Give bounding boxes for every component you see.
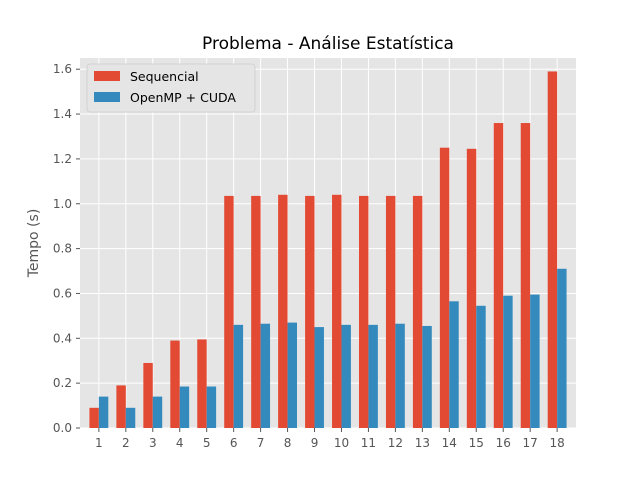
y-tick-label: 0.6 bbox=[53, 286, 72, 300]
y-tick-label: 1.0 bbox=[53, 197, 72, 211]
x-tick-label: 7 bbox=[257, 436, 265, 450]
bar-openmp-cuda-7 bbox=[260, 323, 271, 428]
bar-sequencial-1 bbox=[89, 407, 99, 428]
bar-openmp-cuda-8 bbox=[287, 322, 297, 428]
bar-sequencial-15 bbox=[466, 148, 477, 428]
bar-openmp-cuda-3 bbox=[152, 396, 163, 428]
x-tick-label: 14 bbox=[442, 436, 457, 450]
bar-sequencial-2 bbox=[116, 385, 126, 428]
legend: Sequencial OpenMP + CUDA bbox=[86, 63, 256, 113]
x-tick-label: 6 bbox=[230, 436, 238, 450]
x-tick-label: 3 bbox=[149, 436, 157, 450]
x-tick-label: 5 bbox=[203, 436, 211, 450]
bar-sequencial-18 bbox=[547, 71, 558, 429]
y-tick-label: 1.6 bbox=[53, 62, 72, 76]
bar-openmp-cuda-9 bbox=[314, 327, 324, 428]
x-tick-label: 13 bbox=[415, 436, 430, 450]
y-tick-label: 1.4 bbox=[53, 107, 72, 121]
bar-openmp-cuda-11 bbox=[368, 324, 378, 428]
x-tick-label: 11 bbox=[361, 436, 376, 450]
y-axis-label: Tempo (s) bbox=[26, 209, 42, 279]
bar-openmp-cuda-15 bbox=[476, 305, 486, 428]
chart-title: Problema - Análise Estatística bbox=[202, 34, 454, 54]
y-axis-ticks: 0.0 0.2 0.4 0.6 0.8 1.0 1.2 1.4 1.6 bbox=[53, 62, 80, 435]
x-tick-label: 2 bbox=[122, 436, 130, 450]
bar-sequencial-16 bbox=[493, 123, 504, 428]
bar-sequencial-12 bbox=[385, 195, 396, 428]
x-axis-ticks: 1 2 3 4 5 6 7 8 9 10 11 12 13 14 15 16 17 18 bbox=[95, 428, 565, 450]
bar-sequencial-8 bbox=[278, 194, 288, 428]
y-tick-label: 0.0 bbox=[53, 421, 72, 435]
bar-openmp-cuda-13 bbox=[422, 325, 432, 428]
y-tick-label: 0.8 bbox=[53, 242, 72, 256]
bar-openmp-cuda-14 bbox=[449, 301, 459, 428]
x-tick-label: 8 bbox=[284, 436, 292, 450]
x-tick-label: 16 bbox=[496, 436, 511, 450]
legend-swatch bbox=[94, 71, 120, 81]
bar-sequencial-11 bbox=[359, 195, 369, 428]
bar-sequencial-9 bbox=[305, 195, 315, 428]
bar-openmp-cuda-12 bbox=[395, 323, 405, 428]
legend-box bbox=[86, 63, 256, 113]
bar-sequencial-4 bbox=[170, 340, 180, 428]
x-tick-label: 18 bbox=[549, 436, 564, 450]
x-tick-label: 9 bbox=[311, 436, 319, 450]
bars-group bbox=[89, 71, 567, 429]
x-tick-label: 10 bbox=[334, 436, 349, 450]
x-tick-label: 15 bbox=[469, 436, 484, 450]
bar-sequencial-7 bbox=[251, 195, 261, 428]
legend-swatch bbox=[94, 92, 120, 102]
legend-label: Sequencial bbox=[130, 69, 199, 84]
x-tick-label: 4 bbox=[176, 436, 184, 450]
bar-openmp-cuda-4 bbox=[179, 386, 190, 428]
bar-sequencial-5 bbox=[197, 339, 207, 428]
x-tick-label: 1 bbox=[95, 436, 103, 450]
x-tick-label: 17 bbox=[523, 436, 538, 450]
bar-openmp-cuda-10 bbox=[341, 324, 351, 428]
x-tick-label: 12 bbox=[388, 436, 403, 450]
bar-openmp-cuda-18 bbox=[557, 268, 567, 428]
bar-sequencial-13 bbox=[412, 195, 423, 428]
bar-openmp-cuda-16 bbox=[503, 295, 513, 428]
bar-openmp-cuda-5 bbox=[206, 386, 217, 428]
bar-sequencial-14 bbox=[439, 147, 450, 429]
bar-openmp-cuda-2 bbox=[125, 407, 136, 428]
bar-openmp-cuda-17 bbox=[530, 294, 540, 428]
bar-sequencial-6 bbox=[224, 195, 234, 428]
plot-area bbox=[80, 58, 576, 428]
bar-sequencial-3 bbox=[143, 362, 153, 428]
bar-sequencial-10 bbox=[332, 194, 342, 428]
y-tick-label: 0.4 bbox=[53, 331, 72, 345]
bar-openmp-cuda-1 bbox=[98, 396, 109, 428]
y-tick-label: 1.2 bbox=[53, 152, 72, 166]
y-tick-label: 0.2 bbox=[53, 376, 72, 390]
bar-sequencial-17 bbox=[520, 123, 531, 428]
legend-label: OpenMP + CUDA bbox=[130, 90, 236, 105]
bar-openmp-cuda-6 bbox=[233, 324, 244, 428]
